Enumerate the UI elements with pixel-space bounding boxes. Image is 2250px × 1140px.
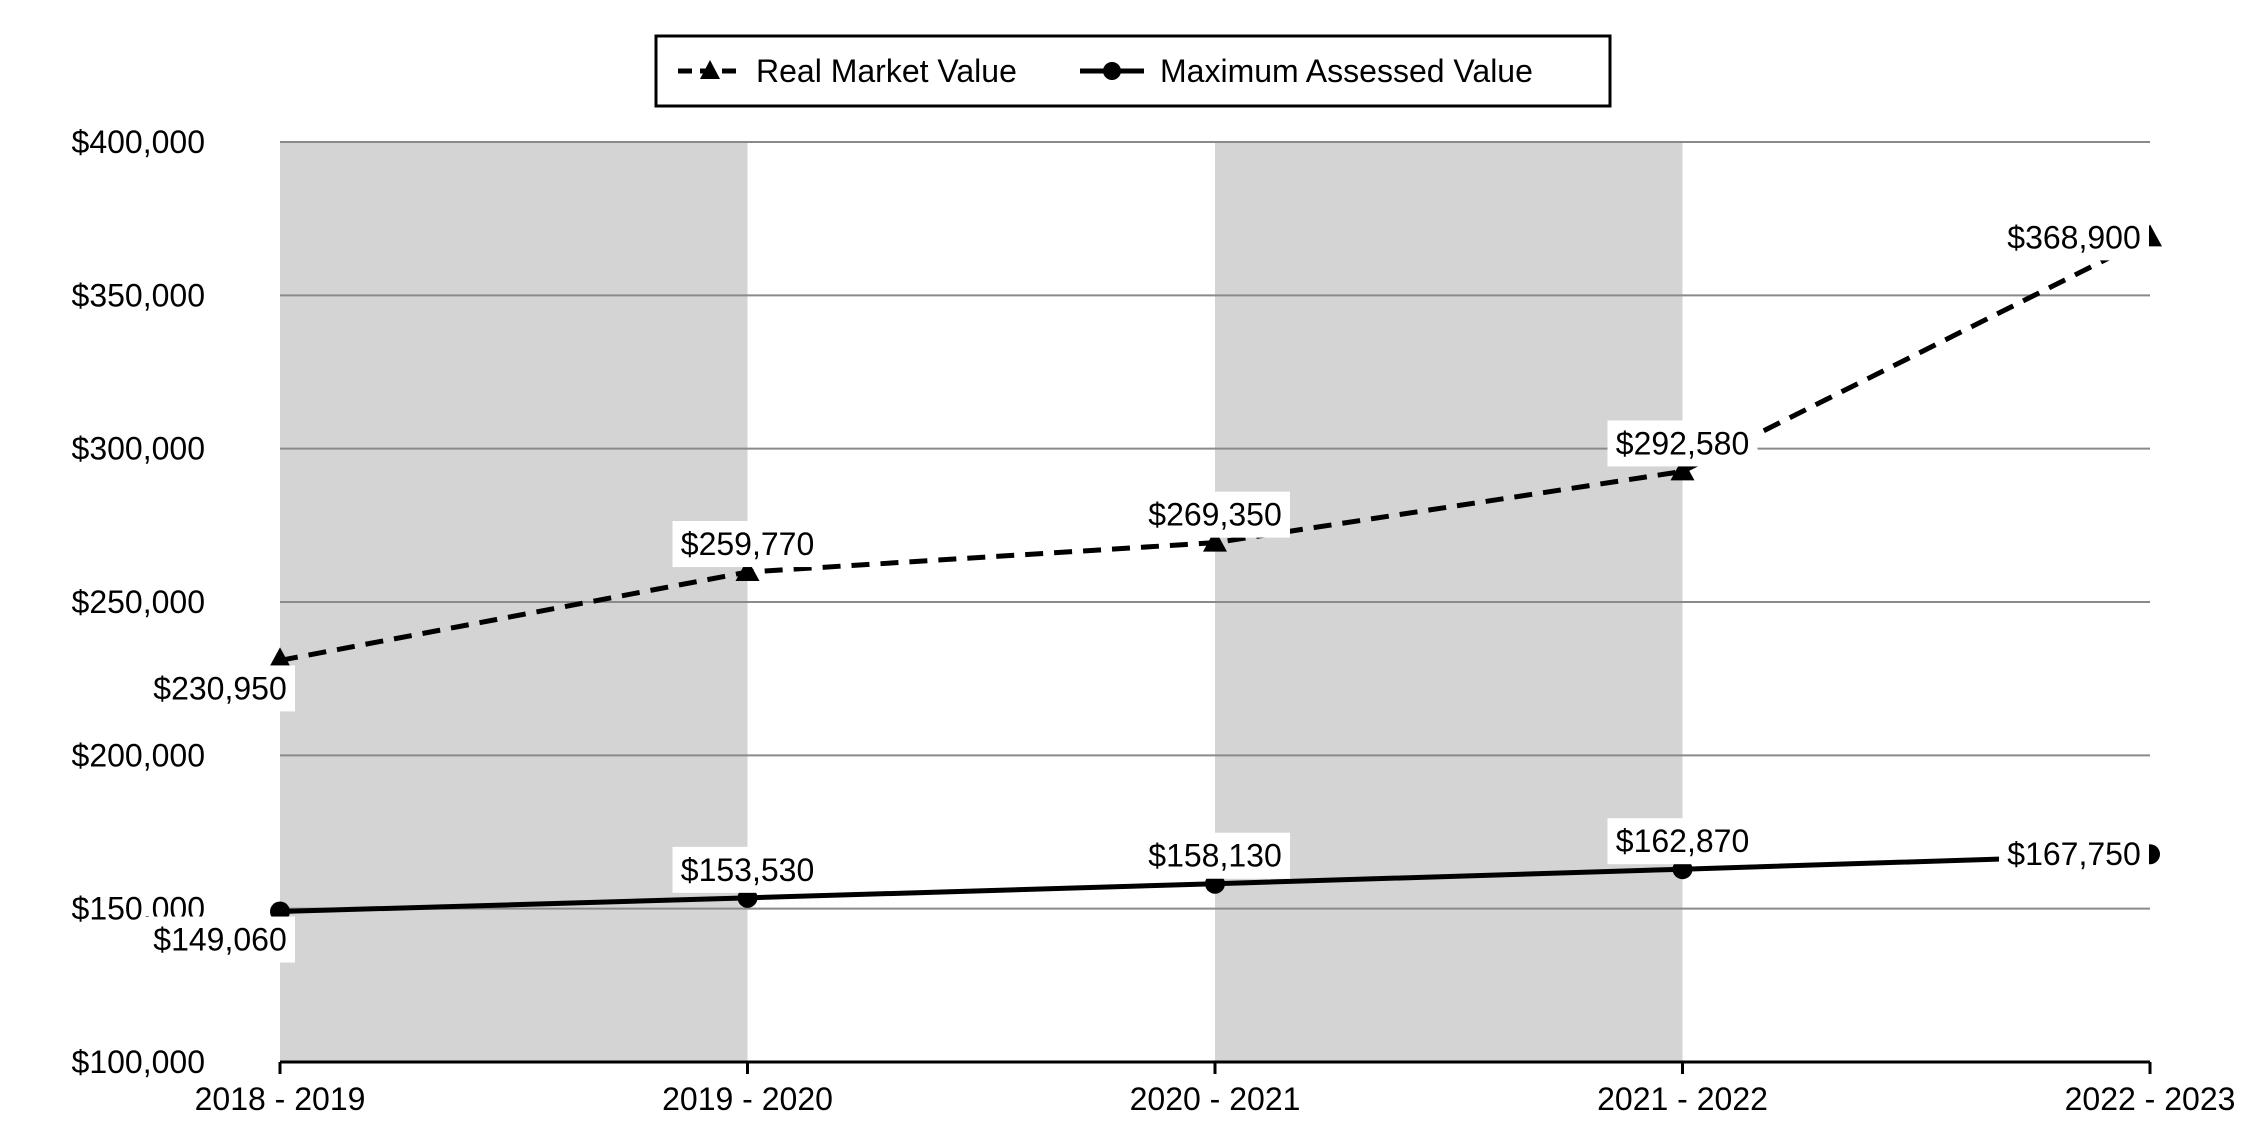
y-tick-label: $100,000 bbox=[72, 1044, 205, 1080]
y-tick-label: $300,000 bbox=[72, 431, 205, 467]
x-tick-label: 2018 - 2019 bbox=[195, 1081, 366, 1117]
x-tick-labels: 2018 - 2019 2019 - 2020 2020 - 2021 2021 - … bbox=[195, 1081, 2236, 1117]
y-tick-label: $250,000 bbox=[72, 584, 205, 620]
data-label-bg bbox=[672, 521, 823, 568]
x-tick-label: 2020 - 2021 bbox=[1130, 1081, 1301, 1117]
axes bbox=[278, 1060, 2152, 1074]
y-tick-label: $200,000 bbox=[72, 737, 205, 773]
x-tick-label: 2021 - 2022 bbox=[1597, 1081, 1768, 1117]
data-point-triangle bbox=[268, 647, 292, 670]
data-label: $149,060 bbox=[153, 922, 286, 958]
y-tick-label: $400,000 bbox=[72, 124, 205, 160]
data-label: $230,950 bbox=[153, 670, 286, 706]
data-label-bg bbox=[672, 846, 823, 893]
x-tick-label: 2019 - 2020 bbox=[662, 1081, 833, 1117]
data-label-bg bbox=[1607, 420, 1758, 467]
data-label: $167,750 bbox=[2007, 836, 2140, 872]
data-point-triangle bbox=[735, 559, 760, 582]
data-label: $158,130 bbox=[1148, 838, 1281, 874]
data-label-bg bbox=[1140, 832, 1290, 879]
data-label: $368,900 bbox=[2007, 219, 2140, 255]
y-tick-label: $350,000 bbox=[72, 277, 205, 313]
data-label: $269,350 bbox=[1148, 497, 1281, 533]
data-point-triangle bbox=[1670, 458, 1695, 481]
x-tick-label: 2022 - 2023 bbox=[2065, 1081, 2236, 1117]
legend: Real Market Value Maximum Assessed Value bbox=[654, 34, 1612, 108]
data-label-bg bbox=[1140, 491, 1290, 538]
data-label: $162,870 bbox=[1616, 823, 1749, 859]
data-label: $292,580 bbox=[1616, 425, 1749, 461]
legend-label: Real Market Value bbox=[756, 53, 1017, 89]
data-point-triangle bbox=[1203, 529, 1227, 552]
legend-marker-triangle bbox=[700, 60, 720, 79]
data-labels: $230,950 $259,770 $269,350 $292,580 $368,900… bbox=[145, 214, 2149, 963]
data-label-bg bbox=[1999, 214, 2149, 261]
y-tick-labels: $100,000$150,000$200,000$250,000$300,000… bbox=[72, 124, 205, 1080]
data-label-bg bbox=[145, 916, 295, 963]
data-label-bg bbox=[1999, 831, 2149, 878]
legend-label: Maximum Assessed Value bbox=[1160, 53, 1533, 89]
data-label: $259,770 bbox=[681, 526, 814, 562]
legend-marker-circle bbox=[1103, 62, 1121, 80]
data-label-bg bbox=[145, 665, 295, 712]
data-label: $153,530 bbox=[681, 852, 814, 888]
data-label-bg bbox=[1607, 818, 1758, 865]
